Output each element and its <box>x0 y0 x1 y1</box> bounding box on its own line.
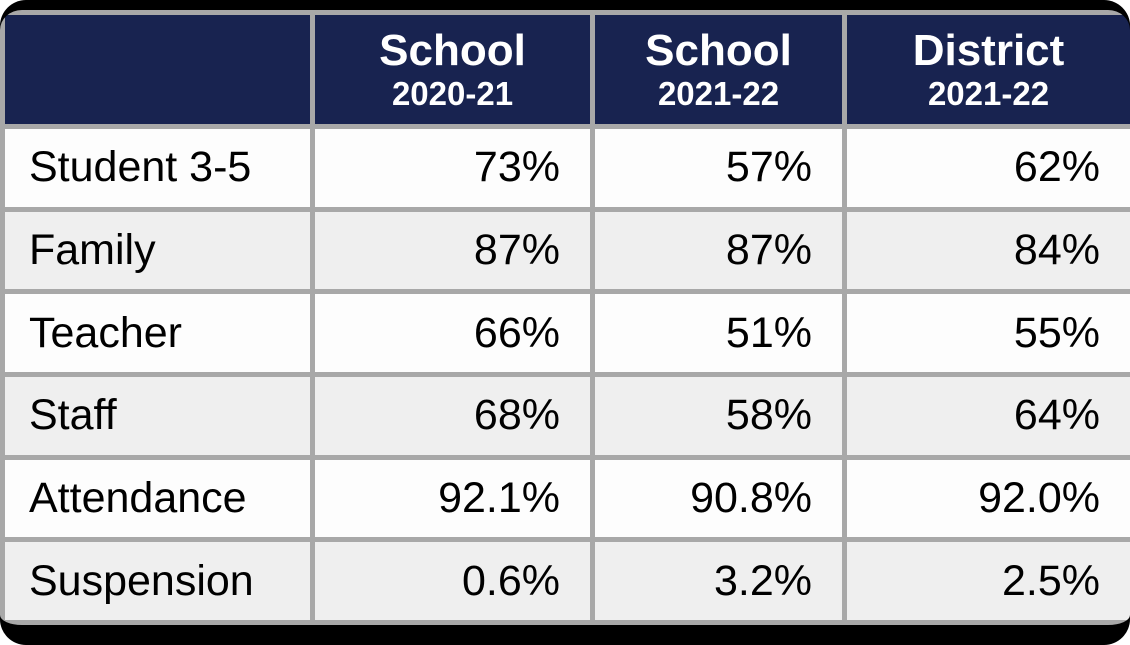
row-label: Family <box>0 206 315 295</box>
survey-results-table: School 2020-21 School 2021-22 District 2… <box>0 10 1130 625</box>
cell-value: 87% <box>310 206 595 295</box>
cell-value: 73% <box>310 124 595 212</box>
column-subtitle: 2020-21 <box>391 74 514 112</box>
table-row-suspension: Suspension 0.6% 3.2% 2.5% <box>0 537 1130 625</box>
cell-value: 92.0% <box>842 454 1130 543</box>
header-empty-cell <box>0 10 315 129</box>
header-district-2021-22: District 2021-22 <box>842 10 1130 129</box>
table-row-family: Family 87% 87% 84% <box>0 206 1130 295</box>
cell-value: 64% <box>842 371 1130 460</box>
header-row: School 2020-21 School 2021-22 District 2… <box>0 10 1130 129</box>
cell-value: 66% <box>310 289 595 377</box>
table-row-staff: Staff 68% 58% 64% <box>0 371 1130 460</box>
cell-value: 92.1% <box>310 454 595 543</box>
table-area: School 2020-21 School 2021-22 District 2… <box>0 10 1130 625</box>
column-title: District <box>912 26 1065 76</box>
cell-value: 57% <box>590 124 847 212</box>
row-label: Student 3-5 <box>0 124 315 212</box>
cell-value: 62% <box>842 124 1130 212</box>
column-subtitle: 2021-22 <box>927 74 1050 112</box>
column-title: School <box>645 26 792 76</box>
row-label: Attendance <box>0 454 315 543</box>
column-subtitle: 2021-22 <box>657 74 780 112</box>
cell-value: 68% <box>310 371 595 460</box>
cell-value: 3.2% <box>590 537 847 625</box>
cell-value: 2.5% <box>842 537 1130 625</box>
cell-value: 87% <box>590 206 847 295</box>
table-row-student-3-5: Student 3-5 73% 57% 62% <box>0 124 1130 212</box>
column-title: School <box>379 26 526 76</box>
header-school-2020-21: School 2020-21 <box>310 10 595 129</box>
cell-value: 58% <box>590 371 847 460</box>
cell-value: 0.6% <box>310 537 595 625</box>
cell-value: 55% <box>842 289 1130 377</box>
cell-value: 51% <box>590 289 847 377</box>
cell-value: 90.8% <box>590 454 847 543</box>
row-label: Suspension <box>0 537 315 625</box>
row-label: Staff <box>0 371 315 460</box>
header-school-2021-22: School 2021-22 <box>590 10 847 129</box>
table-row-attendance: Attendance 92.1% 90.8% 92.0% <box>0 454 1130 543</box>
row-label: Teacher <box>0 289 315 377</box>
cell-value: 84% <box>842 206 1130 295</box>
table-row-teacher: Teacher 66% 51% 55% <box>0 289 1130 377</box>
